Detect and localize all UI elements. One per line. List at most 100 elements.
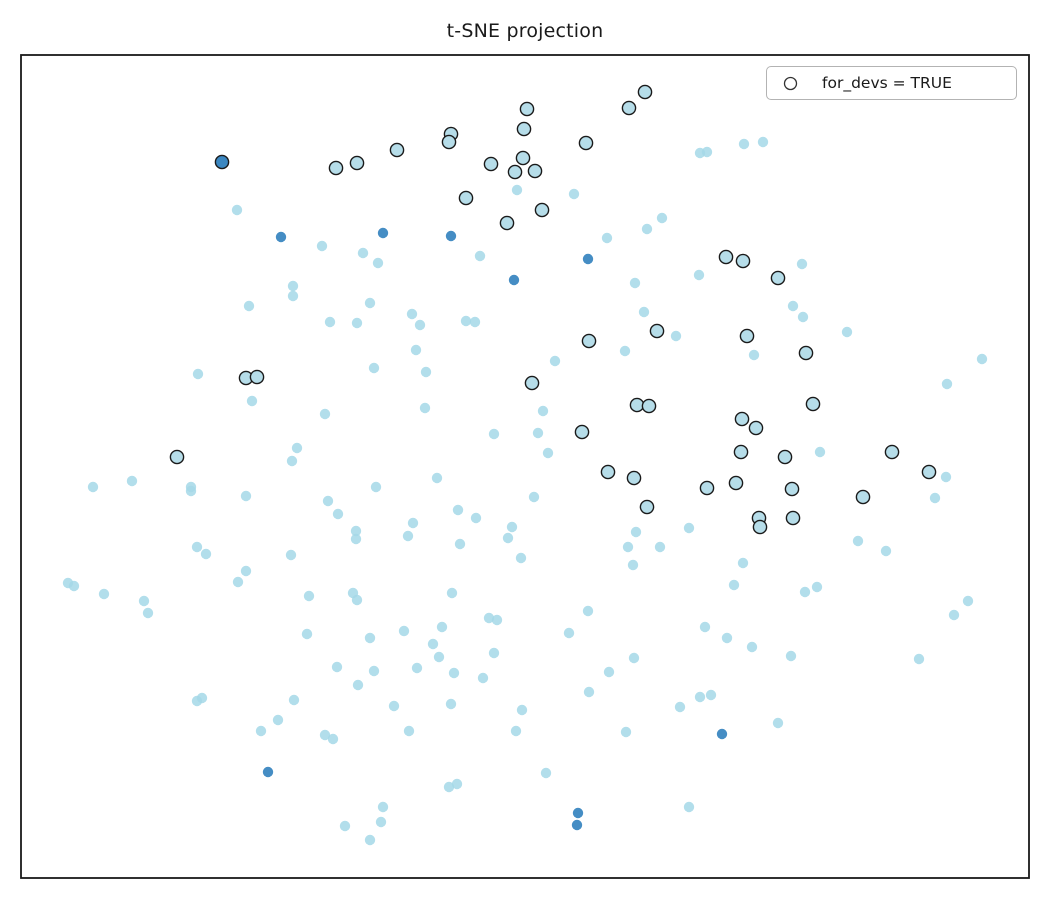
scatter-point-light bbox=[656, 212, 668, 224]
scatter-point-light bbox=[243, 300, 255, 312]
scatter-point-highlighted bbox=[718, 249, 734, 265]
scatter-point-light bbox=[880, 545, 892, 557]
scatter-point-light bbox=[372, 257, 384, 269]
scatter-point-highlighted bbox=[499, 215, 515, 231]
scatter-point-light bbox=[232, 576, 244, 588]
scatter-point-highlighted bbox=[728, 475, 744, 491]
scatter-point-light bbox=[728, 579, 740, 591]
scatter-point-light bbox=[192, 368, 204, 380]
scatter-point-light bbox=[630, 526, 642, 538]
scatter-point-highlighted bbox=[699, 480, 715, 496]
plot-frame bbox=[20, 54, 1030, 879]
scatter-point-light bbox=[364, 834, 376, 846]
scatter-point-light bbox=[303, 590, 315, 602]
scatter-point-light bbox=[699, 621, 711, 633]
scatter-point-highlighted-dark bbox=[214, 154, 230, 170]
scatter-point-light bbox=[324, 316, 336, 328]
chart-title: t-SNE projection bbox=[446, 20, 604, 42]
scatter-point-light bbox=[674, 701, 686, 713]
scatter-point-light bbox=[929, 492, 941, 504]
scatter-point-light bbox=[398, 625, 410, 637]
scatter-point-light bbox=[327, 733, 339, 745]
scatter-point-light bbox=[126, 475, 138, 487]
scatter-point-light bbox=[351, 317, 363, 329]
scatter-point-light bbox=[419, 402, 431, 414]
scatter-point-light bbox=[542, 447, 554, 459]
scatter-point-highlighted bbox=[641, 398, 657, 414]
scatter-point-light bbox=[510, 725, 522, 737]
scatter-point-highlighted bbox=[739, 328, 755, 344]
scatter-point-light bbox=[601, 232, 613, 244]
scatter-point-light bbox=[291, 442, 303, 454]
scatter-point-light bbox=[683, 522, 695, 534]
scatter-point-light bbox=[746, 641, 758, 653]
scatter-point-light bbox=[68, 580, 80, 592]
scatter-point-light bbox=[448, 667, 460, 679]
scatter-point-light bbox=[852, 535, 864, 547]
scatter-point-light bbox=[785, 650, 797, 662]
scatter-point-light bbox=[410, 344, 422, 356]
scatter-point-light bbox=[757, 136, 769, 148]
scatter-point-highlighted bbox=[328, 160, 344, 176]
scatter-point-light bbox=[364, 297, 376, 309]
scatter-point-highlighted bbox=[752, 519, 768, 535]
scatter-point-light bbox=[350, 525, 362, 537]
scatter-point-highlighted bbox=[784, 481, 800, 497]
scatter-point-highlighted bbox=[639, 499, 655, 515]
scatter-point-light bbox=[701, 146, 713, 158]
scatter-point-highlighted bbox=[649, 323, 665, 339]
scatter-point-light bbox=[142, 607, 154, 619]
scatter-point-light bbox=[287, 290, 299, 302]
scatter-point-light bbox=[705, 689, 717, 701]
scatter-point-light bbox=[515, 552, 527, 564]
scatter-point-light bbox=[748, 349, 760, 361]
scatter-point-dark bbox=[445, 230, 457, 242]
scatter-point-light bbox=[488, 428, 500, 440]
scatter-point-light bbox=[433, 651, 445, 663]
scatter-point-highlighted bbox=[629, 397, 645, 413]
scatter-point-light bbox=[940, 471, 952, 483]
scatter-point-dark bbox=[716, 728, 728, 740]
scatter-point-light bbox=[537, 405, 549, 417]
scatter-point-light bbox=[452, 504, 464, 516]
scatter-point-light bbox=[502, 532, 514, 544]
scatter-point-highlighted bbox=[855, 489, 871, 505]
scatter-point-dark bbox=[582, 253, 594, 265]
scatter-point-highlighted bbox=[581, 333, 597, 349]
scatter-point-highlighted bbox=[515, 150, 531, 166]
scatter-point-light bbox=[301, 628, 313, 640]
scatter-point-dark bbox=[377, 227, 389, 239]
scatter-point-light bbox=[436, 621, 448, 633]
scatter-point-light bbox=[414, 319, 426, 331]
legend-open-circle-icon bbox=[783, 76, 798, 90]
scatter-point-light bbox=[528, 491, 540, 503]
scatter-point-light bbox=[319, 729, 331, 741]
scatter-point-light bbox=[322, 495, 334, 507]
scatter-point-highlighted bbox=[516, 121, 532, 137]
scatter-point-highlighted bbox=[777, 449, 793, 465]
scatter-point-light bbox=[491, 614, 503, 626]
scatter-point-light bbox=[377, 801, 389, 813]
scatter-point-highlighted bbox=[798, 345, 814, 361]
scatter-point-light bbox=[737, 557, 749, 569]
scatter-point-light bbox=[406, 308, 418, 320]
scatter-point-light bbox=[638, 306, 650, 318]
scatter-point-light bbox=[619, 345, 631, 357]
scatter-point-highlighted bbox=[524, 375, 540, 391]
scatter-point-highlighted bbox=[441, 134, 457, 150]
scatter-point-highlighted bbox=[349, 155, 365, 171]
scatter-point-light bbox=[948, 609, 960, 621]
scatter-point-light bbox=[962, 595, 974, 607]
scatter-point-light bbox=[694, 691, 706, 703]
scatter-point-highlighted bbox=[621, 100, 637, 116]
scatter-point-light bbox=[316, 240, 328, 252]
scatter-point-light bbox=[976, 353, 988, 365]
scatter-point-light bbox=[941, 378, 953, 390]
scatter-point-light bbox=[583, 686, 595, 698]
scatter-point-highlighted bbox=[527, 163, 543, 179]
scatter-point-light bbox=[454, 538, 466, 550]
scatter-point-dark bbox=[275, 231, 287, 243]
scatter-point-light bbox=[470, 512, 482, 524]
scatter-point-highlighted bbox=[637, 84, 653, 100]
scatter-point-light bbox=[532, 427, 544, 439]
